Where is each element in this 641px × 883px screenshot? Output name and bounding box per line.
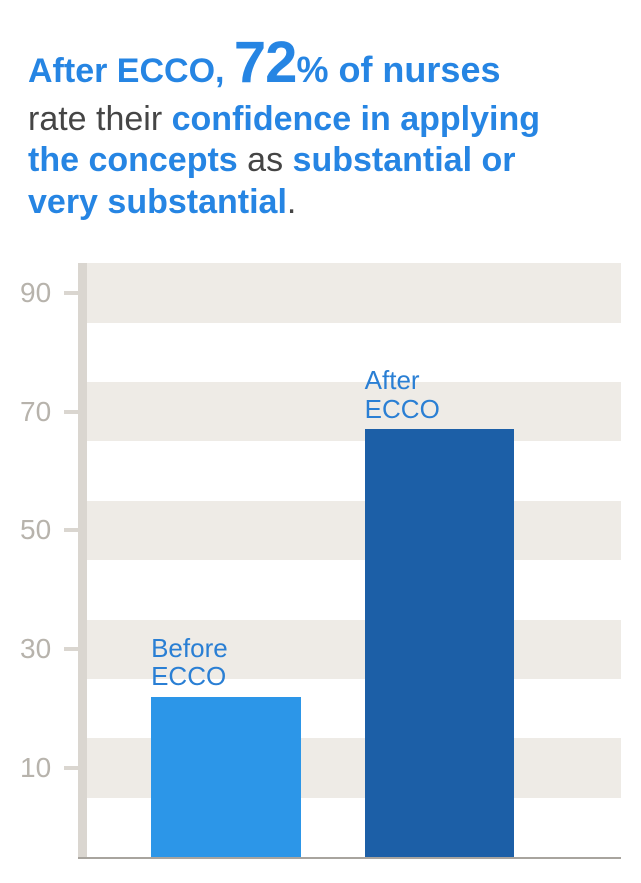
bar <box>151 697 301 857</box>
x-axis <box>78 857 621 859</box>
bar-label-line2: ECCO <box>365 394 440 424</box>
y-tick <box>64 291 86 295</box>
chart-bars: BeforeECCOAfterECCO <box>87 263 621 857</box>
headline-l3-blue-b: substantial or <box>293 141 516 179</box>
y-tick <box>64 766 86 770</box>
headline-number: 72 <box>234 30 297 95</box>
headline-l2-thin: rate their <box>28 100 172 138</box>
y-tick-label: 90 <box>20 277 64 309</box>
y-tick <box>64 410 86 414</box>
y-tick-label: 10 <box>20 752 64 784</box>
y-tick-label: 30 <box>20 633 64 665</box>
headline-lead: After ECCO, <box>28 52 234 90</box>
y-tick <box>64 647 86 651</box>
bar-label-line2: ECCO <box>151 661 226 691</box>
headline-period: . <box>287 183 296 221</box>
headline: After ECCO, 72% of nurses rate their con… <box>0 0 641 239</box>
y-tick-label: 50 <box>20 514 64 546</box>
headline-l4-blue: very substantial <box>28 183 287 221</box>
bar-label: AfterECCO <box>365 366 440 423</box>
bar-chart: BeforeECCOAfterECCO 1030507090 <box>20 263 621 883</box>
headline-pct: % of nurses <box>296 49 500 90</box>
bar <box>365 429 515 857</box>
headline-l3-thin: as <box>238 141 293 179</box>
bar-label-line1: After <box>365 365 420 395</box>
bar-label: BeforeECCO <box>151 634 228 691</box>
y-tick <box>64 528 86 532</box>
headline-l3-blue-a: the concepts <box>28 141 238 179</box>
headline-l2-blue: confidence in applying <box>172 100 540 138</box>
y-tick-label: 70 <box>20 396 64 428</box>
bar-label-line1: Before <box>151 633 228 663</box>
